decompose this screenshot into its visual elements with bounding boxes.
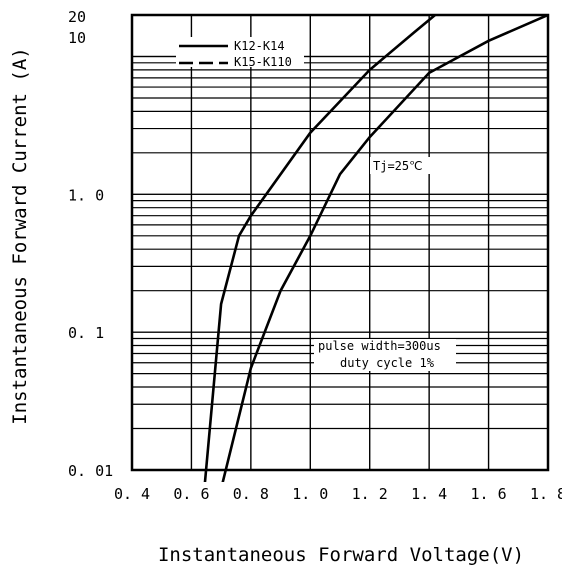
y-tick-label: 0. 1 [68, 324, 104, 342]
temperature-label: Tj=25℃ [373, 159, 423, 173]
legend-background [176, 37, 304, 67]
plot-frame [130, 13, 550, 472]
duty-cycle-label: duty cycle 1% [340, 356, 435, 370]
curve-2 [221, 15, 548, 482]
y-axis-title: Instantaneous Forward Current (A) [9, 47, 31, 425]
y-axis-ticks: 0. 01 0. 1 1. 0 10 20 [68, 8, 113, 480]
curve-1 [203, 15, 436, 482]
curves [203, 15, 548, 482]
x-tick-label: 1. 0 [292, 485, 328, 503]
y-tick-label: 1. 0 [68, 186, 104, 204]
legend: K12-K14 K15-K110 [176, 37, 304, 69]
x-axis-title: Instantaneous Forward Voltage(V) [158, 544, 524, 566]
x-tick-label: 0. 6 [173, 485, 209, 503]
x-tick-label: 0. 4 [114, 485, 150, 503]
pulse-width-label: pulse width=300us [318, 339, 441, 353]
grid-lines [131, 14, 549, 471]
x-axis-ticks: 0. 4 0. 6 0. 8 1. 0 1. 2 1. 4 1. 6 1. 8 [114, 485, 562, 503]
x-tick-label: 0. 8 [233, 485, 269, 503]
pulse-label-background [314, 339, 456, 371]
legend-label-k12-k14: K12-K14 [234, 39, 285, 53]
x-tick-label: 1. 6 [471, 485, 507, 503]
x-tick-label: 1. 2 [352, 485, 388, 503]
temperature-label-background [370, 157, 430, 174]
y-tick-label: 10 [68, 29, 86, 47]
y-tick-label: 20 [68, 8, 86, 26]
y-tick-label: 0. 01 [68, 462, 113, 480]
x-tick-label: 1. 4 [411, 485, 447, 503]
annotations: Tj=25℃ pulse width=300us duty cycle 1% [314, 157, 456, 371]
x-tick-label: 1. 8 [530, 485, 562, 503]
legend-label-k15-k110: K15-K110 [234, 55, 292, 69]
